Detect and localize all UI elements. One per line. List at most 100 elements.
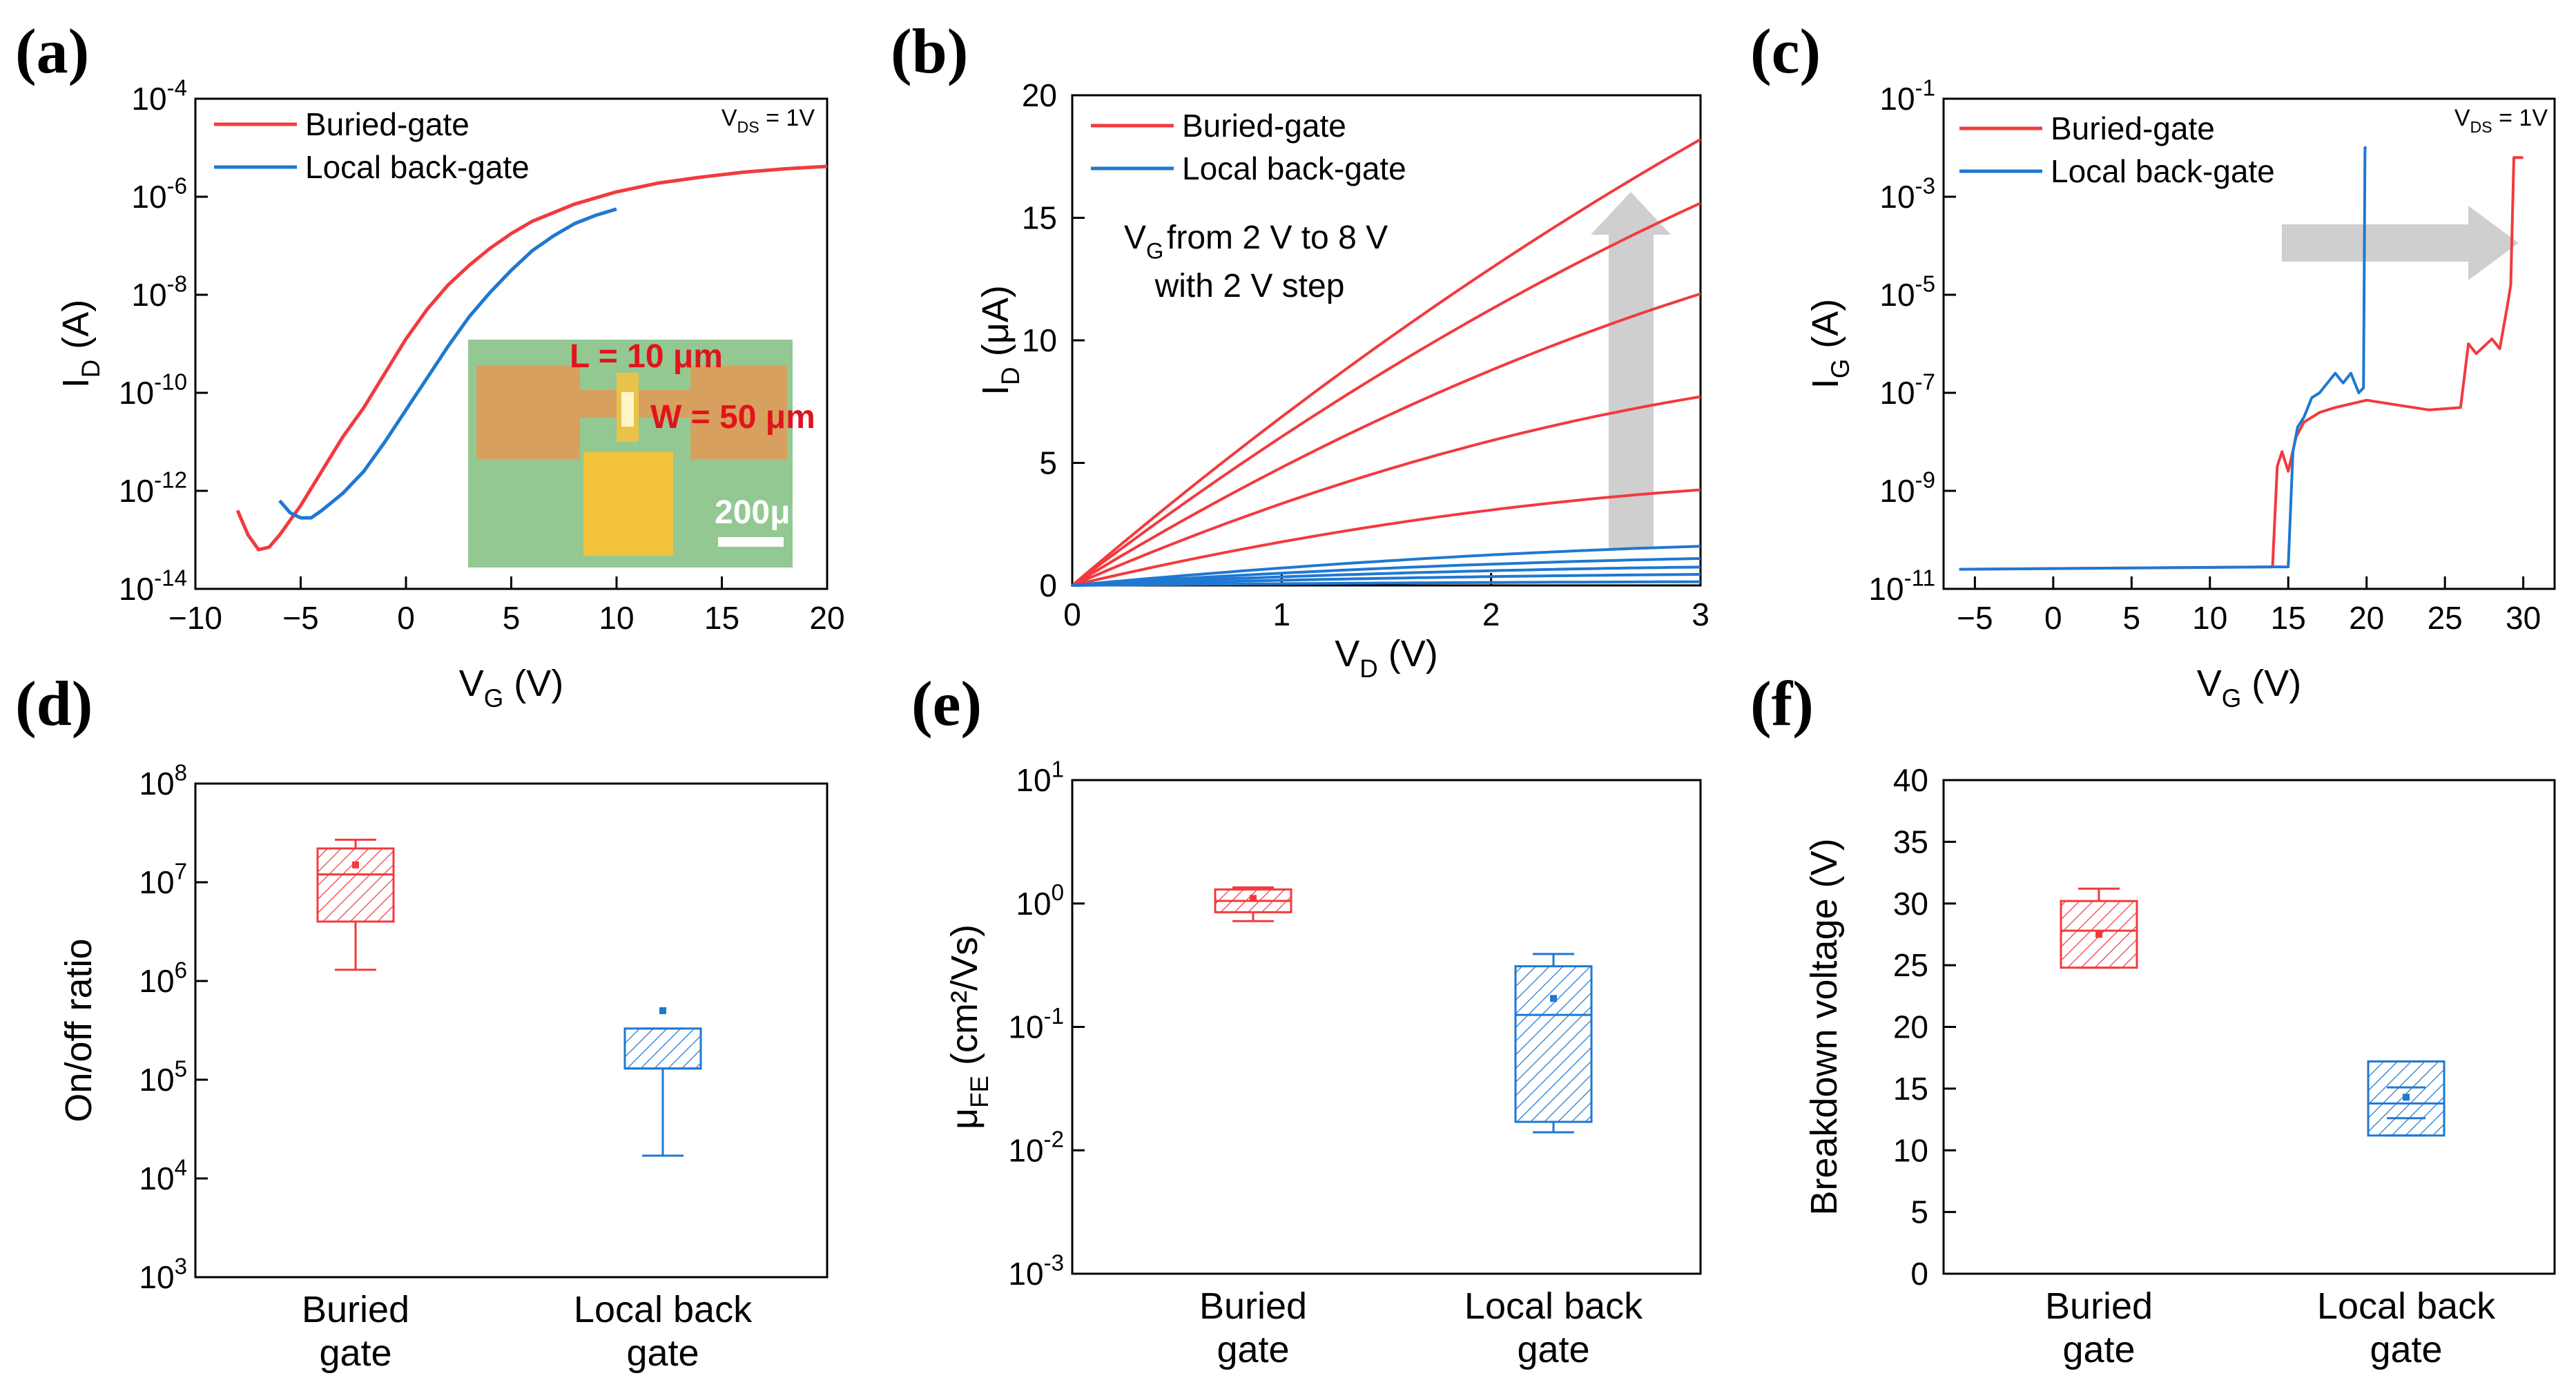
panel-c-ytick-label-2-base: 10 <box>1879 375 1915 411</box>
panel-b-xlabel-text: VD (V) <box>1335 633 1438 683</box>
panel-c-ytick-label-1-base: 10 <box>1879 473 1915 509</box>
panel-c-xtick-label-4: 15 <box>2271 600 2306 636</box>
panel-c-ylabel-main: I <box>1805 378 1846 389</box>
panel-a-vds-note-sub: DS <box>737 118 759 136</box>
panel-e-ytick-label-2-exp: -1 <box>1044 1004 1064 1029</box>
panel-f-ylabel-text: Breakdown voltage (V) <box>1803 838 1845 1215</box>
panel-a-ytick-label-3: 10-8 <box>131 271 187 313</box>
panel-b-blue-curve-0 <box>1072 580 1701 587</box>
panel-a-xtick-label-1: −5 <box>282 600 318 636</box>
panel-c-xtick-label-6: 25 <box>2428 600 2463 636</box>
panel-b-red-curve-4 <box>1071 138 1701 587</box>
panel-d-box-1-iqr <box>623 1027 702 1070</box>
panel-c-ytick-label-5: 10-1 <box>1879 75 1935 117</box>
panel-b-xlabel-main: V <box>1335 633 1359 674</box>
panel-b-blue-curve-1 <box>1072 573 1701 587</box>
panel-c-ytick-label-4-base: 10 <box>1879 179 1915 215</box>
panel-c-ytick-label-2: 10-7 <box>1879 369 1935 411</box>
panel-c-ytick-label-1: 10-9 <box>1879 467 1935 509</box>
panel-c-ylabel-sub: G <box>1826 359 1854 379</box>
panel-e-ytick-label-4: 101 <box>1016 757 1064 798</box>
panel-c-ytick-label-3-exp: -5 <box>1915 271 1935 297</box>
panel-c-vds-note-rest: = 1V <box>2492 105 2548 131</box>
panel-b-xtick-label-0: 0 <box>1063 596 1081 632</box>
panel-a-xlabel-text: VG (V) <box>459 663 564 712</box>
panel-c-shift-arrow <box>2282 206 2519 280</box>
panel-a-xtick-label-6: 20 <box>809 600 844 636</box>
panel-d-category-0-line2: gate <box>319 1332 391 1374</box>
panel-e-box-1-iqr <box>1514 965 1593 1123</box>
panel-b-ytick-label-4: 20 <box>1022 77 1057 113</box>
panel-e-label: (e) <box>911 668 982 739</box>
panel-a-ytick-label-1-exp: -12 <box>154 467 187 493</box>
panel-b-annotation-line-1: from 2 V to 8 V <box>1167 220 1388 256</box>
panel-c-xtick-label-0: −5 <box>1957 600 1993 636</box>
inset-l-label: L = 10 μm <box>570 338 723 375</box>
panel-c-ytick-label-3: 10-5 <box>1879 271 1935 313</box>
panel-b-red-curve-0 <box>1072 488 1701 587</box>
panel-e-ytick-label-3: 100 <box>1016 880 1064 922</box>
panel-f-box-0-mean <box>2095 931 2102 938</box>
panel-b-xlabel-rest: (V) <box>1378 633 1438 674</box>
panel-d-box-0-mean <box>352 861 359 868</box>
panel-f-ytick-label-8: 40 <box>1893 762 1928 798</box>
panel-b-ylabel-text: ID (μA) <box>975 285 1025 396</box>
panel-a-xtick-label-5: 15 <box>704 600 739 636</box>
panel-a-xtick-label-0: −10 <box>168 600 222 636</box>
panel-d-category-1-line1: Local back <box>574 1289 753 1330</box>
panel-d-ytick-label-0-base: 10 <box>139 1259 174 1295</box>
panel-c-legend-label-0: Buried-gate <box>2051 110 2215 146</box>
panel-a-vds-note-text: VDS = 1V <box>722 105 815 136</box>
panel-f-ytick-label-4: 20 <box>1893 1009 1928 1045</box>
inset-w-label: W = 50 μm <box>650 399 815 436</box>
panel-e-ylabel-text: μFE (cm²/Vs) <box>944 924 994 1129</box>
panel-f-category-0-line2: gate <box>2062 1329 2135 1370</box>
panel-c-xlabel-main: V <box>2197 663 2222 704</box>
panel-d-ytick-label-5: 108 <box>139 760 187 802</box>
panel-a-ylabel-sub: D <box>77 360 105 378</box>
panel-b-xlabel-sub: D <box>1359 654 1378 683</box>
panel-f-frame <box>1942 779 2556 1275</box>
panel-d-ytick-label-3: 106 <box>139 958 187 999</box>
panel-a-legend-label-0: Buried-gate <box>305 106 469 142</box>
panel-e-ytick-label-1-base: 10 <box>1008 1132 1043 1168</box>
panel-c-series-0 <box>1959 156 2524 571</box>
panel-b-blue-curve-4 <box>1072 545 1701 587</box>
panel-f-category-1-line2: gate <box>2370 1329 2442 1370</box>
panel-c-ytick-label-5-base: 10 <box>1879 81 1915 117</box>
panel-c-vds-note: VDS = 1V <box>2454 105 2548 136</box>
panel-e-ytick-label-3-exp: 0 <box>1052 880 1064 906</box>
panel-a-ylabel-main: I <box>55 378 97 388</box>
panel-a-ytick-label-2-base: 10 <box>119 375 154 411</box>
panel-b-red-curve-3 <box>1071 202 1701 587</box>
panel-c-ylabel-rest: (A) <box>1805 299 1846 359</box>
panel-b-vg-symbol-text: VG <box>1124 220 1163 263</box>
panel-d-ytick-label-3-base: 10 <box>139 963 174 999</box>
panel-c-xlabel-rest: (V) <box>2241 663 2301 704</box>
panel-b-ytick-label-2: 10 <box>1022 322 1057 358</box>
inset-scale-bar <box>718 537 784 547</box>
panel-e-ytick-label-0-base: 10 <box>1008 1256 1043 1292</box>
panel-c-ytick-label-1-exp: -9 <box>1915 467 1935 493</box>
panel-d-ytick-label-3-exp: 6 <box>175 958 187 983</box>
panel-d-ytick-label-2-base: 10 <box>139 1062 174 1098</box>
panel-a-label: (a) <box>15 16 89 86</box>
panel-b-blue-curve-2 <box>1072 565 1701 587</box>
panel-e-box-0-mean <box>1250 895 1257 902</box>
inset-right-pad <box>690 366 787 459</box>
panel-d-ylabel: On/off ratio <box>58 938 99 1122</box>
panel-a-ytick-label-2-exp: -10 <box>154 369 187 395</box>
panel-a-xlabel: VG (V) <box>459 663 564 712</box>
panel-d-ytick-label-4-exp: 7 <box>175 859 187 884</box>
panel-b-legend-label-1: Local back-gate <box>1182 150 1406 186</box>
panel-e-ytick-label-0: 10-3 <box>1008 1250 1064 1292</box>
panel-a-xlabel-main: V <box>459 663 484 704</box>
panel-b-vg-symbol-main: V <box>1124 220 1146 256</box>
panel-b-ylabel: ID (μA) <box>975 285 1025 396</box>
panel-d-ytick-label-2-exp: 5 <box>175 1056 187 1082</box>
panel-a-vds-note-rest: = 1V <box>759 105 815 131</box>
panel-f-ytick-label-0: 0 <box>1910 1256 1928 1292</box>
panel-f-ytick-label-3: 15 <box>1893 1071 1928 1107</box>
panel-d-ytick-label-2: 105 <box>139 1056 187 1098</box>
